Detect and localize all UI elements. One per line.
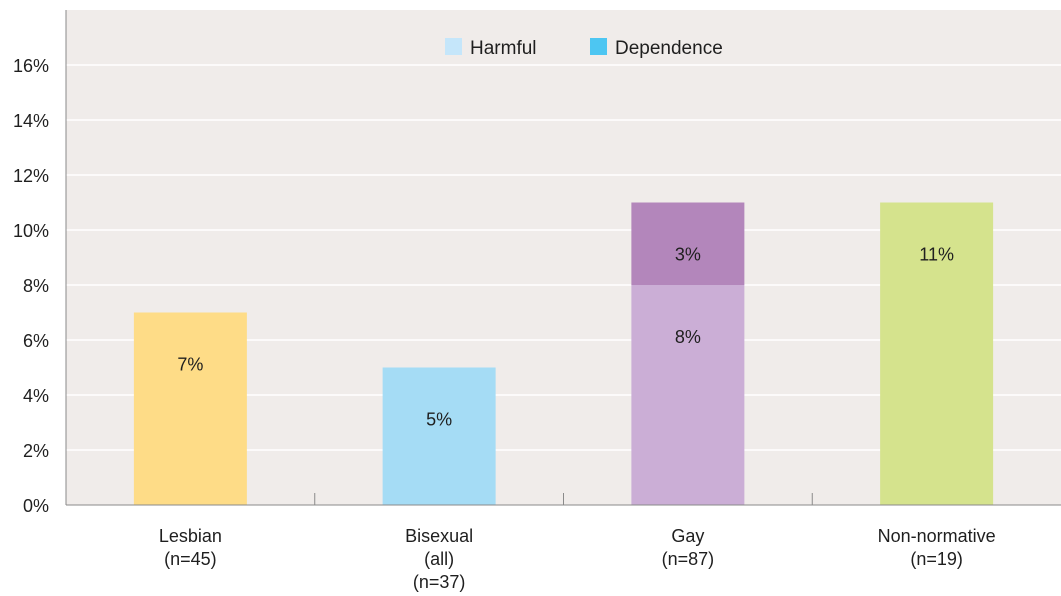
y-tick-label: 14% xyxy=(13,111,49,131)
x-axis-labels: Lesbian (n=45) Bisexual (all) (n=37) Gay (n=87… xyxy=(159,526,996,592)
x-category-label: (n=45) xyxy=(164,549,217,569)
x-category-label: Gay xyxy=(671,526,704,546)
y-tick-label: 10% xyxy=(13,221,49,241)
bar-segment xyxy=(382,367,496,505)
legend-label: Dependence xyxy=(615,38,723,59)
y-tick-label: 12% xyxy=(13,166,49,186)
legend-swatch xyxy=(590,38,607,55)
y-tick-label: 16% xyxy=(13,56,49,76)
bar-value-label: 11% xyxy=(919,245,954,265)
x-category-label: Lesbian xyxy=(159,526,222,546)
bars: 7% 5% 8% 3% 11% xyxy=(133,202,994,505)
x-category-label: (all) xyxy=(424,549,454,569)
x-category-label: (n=37) xyxy=(413,572,466,592)
bar-value-label: 7% xyxy=(177,355,203,375)
legend-label: Harmful xyxy=(470,38,537,59)
y-tick-label: 2% xyxy=(23,441,49,461)
x-category-label: Non-normative xyxy=(878,526,996,546)
bar-value-label: 5% xyxy=(426,410,452,430)
legend: Harmful Dependence xyxy=(445,38,723,59)
x-category-label: Bisexual xyxy=(405,526,473,546)
y-tick-label: 0% xyxy=(23,496,49,516)
y-tick-label: 6% xyxy=(23,331,49,351)
x-category-label: (n=87) xyxy=(662,549,715,569)
legend-swatch xyxy=(445,38,462,55)
bar-segment xyxy=(631,285,745,505)
bar-value-label: 3% xyxy=(675,245,701,265)
bar-segment xyxy=(631,202,745,285)
axes xyxy=(65,10,1061,506)
bar-segment xyxy=(133,312,247,505)
y-axis-ticks: 0% 2% 4% 6% 8% 10% 12% 14% 16% xyxy=(13,56,49,516)
bar-segment xyxy=(880,202,994,505)
x-category-label: (n=19) xyxy=(910,549,963,569)
y-tick-label: 8% xyxy=(23,276,49,296)
y-tick-label: 4% xyxy=(23,386,49,406)
bar-value-label: 8% xyxy=(675,327,701,347)
